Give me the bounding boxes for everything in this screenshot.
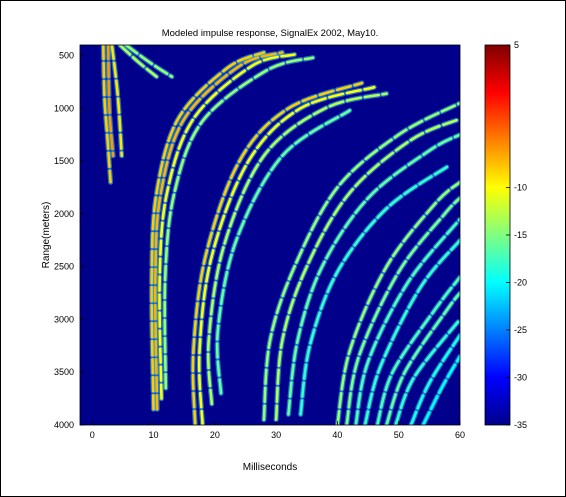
series-20-line <box>363 239 460 425</box>
series-19-line <box>354 217 460 425</box>
x-tick-label: 60 <box>455 430 465 440</box>
y-tick-label: 2500 <box>54 262 74 272</box>
x-tick-label: 30 <box>271 430 281 440</box>
colorbar-tick-label: -20 <box>514 278 527 288</box>
series-11-line <box>206 92 388 406</box>
series-2-line <box>110 45 123 158</box>
series-7-line <box>158 53 296 400</box>
colorbar <box>484 44 511 426</box>
colorbar-tick-label: 5 <box>514 40 519 50</box>
y-tick-label: 1000 <box>54 103 74 113</box>
series-1-line <box>106 45 115 158</box>
y-tick-label: 500 <box>59 51 74 61</box>
series-15-line <box>287 133 460 416</box>
y-tick-label: 3500 <box>54 367 74 377</box>
series-16-line <box>299 165 449 416</box>
y-axis-label: Range(meters) <box>41 202 52 269</box>
x-axis-ticks: 0 10 20 30 40 50 60 <box>90 421 465 440</box>
colorbar-tick-label: -10 <box>514 183 527 193</box>
series-25-line <box>421 355 460 425</box>
series-10-line <box>197 85 376 425</box>
series-23-line <box>394 318 460 425</box>
series-18-line <box>345 196 460 425</box>
x-axis-label: Milliseconds <box>243 462 297 473</box>
x-tick-label: 40 <box>332 430 342 440</box>
colorbar-tick-label: -25 <box>514 325 527 335</box>
x-tick-label: 10 <box>149 430 159 440</box>
series-layer <box>100 45 460 425</box>
x-tick-label: 20 <box>210 430 220 440</box>
series-3-line <box>118 45 158 78</box>
y-tick-label: 3000 <box>54 314 74 324</box>
series-24-line <box>409 334 460 425</box>
series-21-line <box>376 275 460 425</box>
plot-frame <box>79 44 461 426</box>
y-tick-label: 4000 <box>54 420 74 430</box>
colorbar-tick-label: -30 <box>514 373 527 383</box>
colorbar-tick-label: -35 <box>514 420 527 430</box>
y-tick-label: 2000 <box>54 209 74 219</box>
x-tick-label: 50 <box>394 430 404 440</box>
colorbar-tick-label: -15 <box>514 230 527 240</box>
series-6-line <box>154 51 284 411</box>
colorbar-ticks: 5 -10 -15 -20 -25 -30 -35 <box>506 40 527 430</box>
series-5-line <box>150 51 266 411</box>
x-tick-label: 0 <box>90 430 95 440</box>
plot-area <box>80 45 460 425</box>
series-12-line <box>215 109 351 395</box>
series-14-line <box>274 117 460 421</box>
series-8-line <box>163 56 315 390</box>
series-22-line <box>385 291 460 425</box>
y-axis-ticks: 500 1000 1500 2000 2500 3000 3500 4000 <box>54 51 84 430</box>
chart-title: Modeled impulse response, SignalEx 2002,… <box>162 28 379 39</box>
series-4-line <box>124 45 174 78</box>
series-0-line <box>102 45 112 184</box>
series-17-line <box>336 180 460 425</box>
series-13-line <box>262 101 460 421</box>
y-tick-label: 1500 <box>54 156 74 166</box>
series-9-line <box>191 81 364 425</box>
